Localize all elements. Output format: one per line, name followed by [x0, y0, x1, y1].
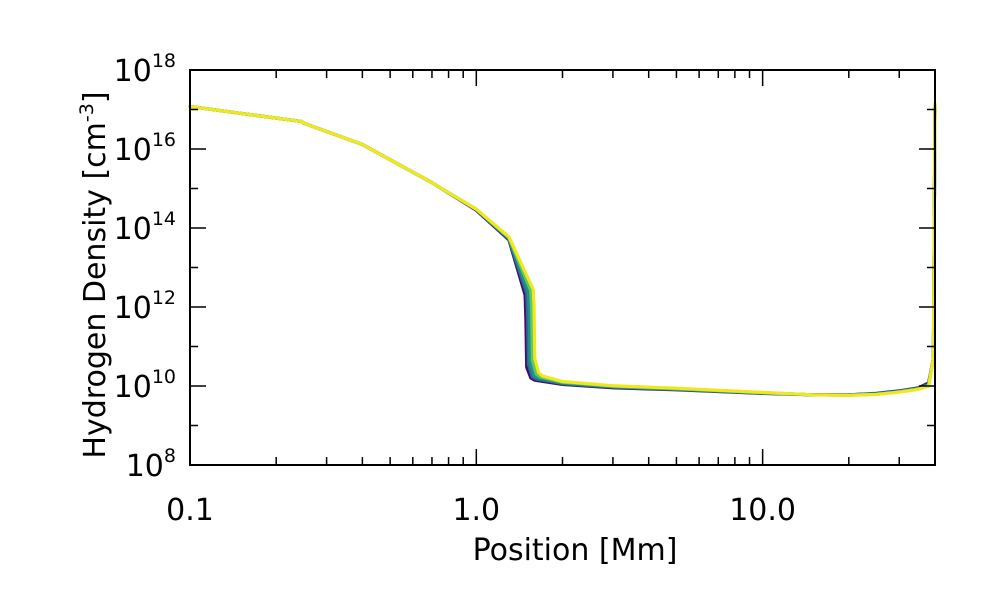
y-axis-title-main: Hydrogen Density [cm — [78, 122, 113, 458]
series-line-2 — [188, 104, 937, 397]
tick-labels-layer: 0.1 1.0 10.0 108 1010 1012 1014 1016 1018 — [114, 50, 796, 528]
y-tick-label: 1014 — [114, 208, 176, 247]
plot-frame — [189, 69, 936, 466]
y-axis-title-exponent: -3 — [76, 103, 98, 122]
y-tick-label: 1012 — [114, 287, 176, 326]
y-tick-label: 108 — [126, 445, 176, 484]
series-line-5 — [188, 102, 937, 397]
x-tick-label: 0.1 — [166, 493, 214, 528]
series-layer — [188, 102, 937, 397]
series-line-3 — [188, 104, 937, 397]
series-line-1 — [188, 104, 937, 397]
y-tick-label: 1016 — [114, 129, 176, 168]
ticks-layer — [189, 69, 936, 466]
y-axis-title-close: ] — [78, 91, 113, 103]
x-tick-label: 10.0 — [729, 493, 796, 528]
y-tick-label: 1010 — [114, 366, 176, 405]
x-axis-title: Position [Mm] — [473, 533, 678, 568]
y-tick-label: 1018 — [114, 50, 176, 89]
x-tick-label: 1.0 — [452, 493, 500, 528]
series-line-4 — [188, 103, 937, 397]
y-axis-title: Hydrogen Density [cm-3] — [76, 91, 113, 458]
